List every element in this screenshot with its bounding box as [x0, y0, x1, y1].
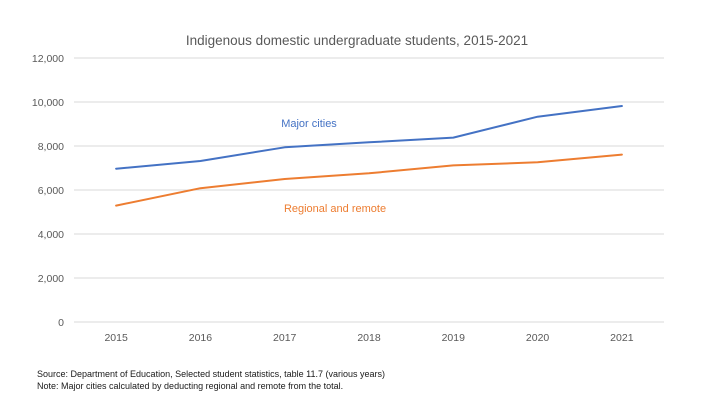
y-tick-label: 2,000 [38, 273, 64, 285]
y-tick-label: 6,000 [38, 185, 64, 197]
y-tick-label: 12,000 [32, 53, 64, 65]
method-note: Note: Major cities calculated by deducti… [37, 381, 344, 391]
series-line-major-cities [115, 105, 623, 170]
chart-title: Indigenous domestic undergraduate studen… [186, 33, 528, 48]
x-tick-label: 2021 [610, 332, 634, 344]
x-tick-label: 2018 [357, 332, 381, 344]
series-label-regional-remote: Regional and remote [284, 203, 386, 215]
gridlines [74, 57, 664, 323]
y-tick-label: 10,000 [32, 97, 64, 109]
x-tick-label: 2016 [189, 332, 213, 344]
series-lines [115, 105, 623, 207]
y-tick-label: 0 [58, 317, 64, 329]
source-note: Source: Department of Education, Selecte… [37, 369, 386, 379]
y-tick-label: 4,000 [38, 229, 64, 241]
x-axis-ticks: 2015 2016 2017 2018 2019 2020 2021 [104, 332, 633, 344]
x-tick-label: 2015 [104, 332, 128, 344]
y-tick-label: 8,000 [38, 141, 64, 153]
y-axis-ticks: 0 2,000 4,000 6,000 8,000 10,000 12,000 [32, 53, 64, 329]
series-label-major-cities: Major cities [281, 118, 337, 130]
x-tick-label: 2019 [442, 332, 466, 344]
x-tick-label: 2020 [526, 332, 550, 344]
x-tick-label: 2017 [273, 332, 297, 344]
series-line-regional-and-remote [115, 153, 623, 207]
